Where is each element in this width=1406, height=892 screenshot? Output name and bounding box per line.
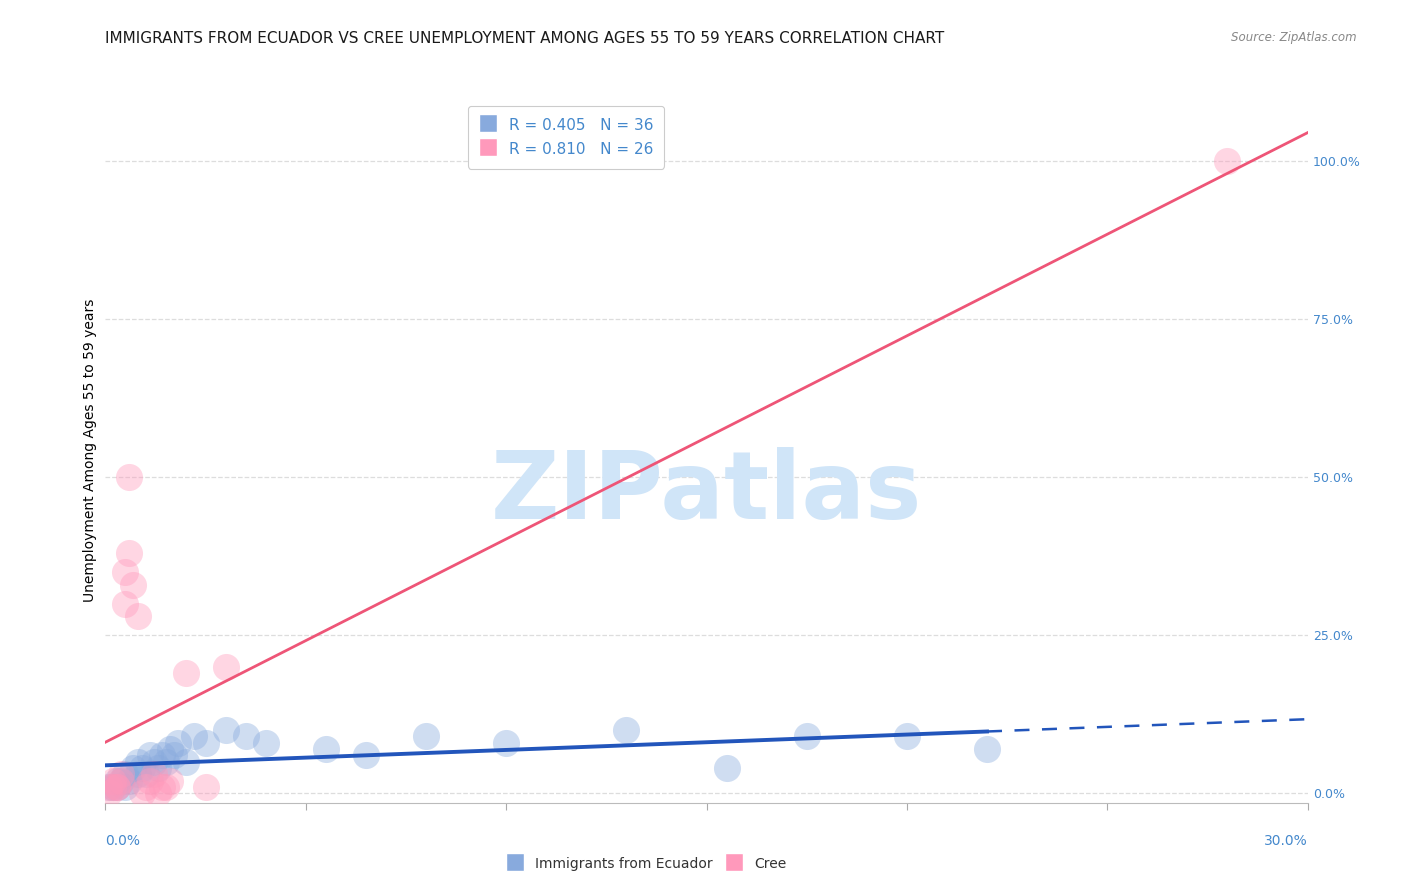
Point <box>110 773 132 788</box>
Point <box>150 780 173 794</box>
Text: 0.0%: 0.0% <box>105 834 141 848</box>
Point <box>118 773 141 788</box>
Point <box>174 755 197 769</box>
Point <box>1216 154 1239 169</box>
Text: Source: ZipAtlas.com: Source: ZipAtlas.com <box>1232 31 1357 45</box>
Point <box>142 767 165 781</box>
Point <box>138 748 160 763</box>
Point <box>796 730 818 744</box>
Point <box>107 780 129 794</box>
Point <box>155 780 177 794</box>
Point <box>103 780 125 794</box>
Point <box>166 736 188 750</box>
Point <box>183 730 205 744</box>
Point <box>415 730 437 744</box>
Point <box>118 470 141 484</box>
Y-axis label: Unemployment Among Ages 55 to 59 years: Unemployment Among Ages 55 to 59 years <box>83 299 97 602</box>
Text: ZIPatlas: ZIPatlas <box>491 447 922 539</box>
Point <box>150 748 173 763</box>
Point <box>315 742 337 756</box>
Text: IMMIGRANTS FROM ECUADOR VS CREE UNEMPLOYMENT AMONG AGES 55 TO 59 YEARS CORRELATI: IMMIGRANTS FROM ECUADOR VS CREE UNEMPLOY… <box>105 31 945 46</box>
Point <box>107 773 129 788</box>
Point <box>214 723 236 738</box>
Point <box>194 780 217 794</box>
Point <box>103 780 125 794</box>
Point <box>235 730 257 744</box>
Point <box>146 761 169 775</box>
Point <box>110 773 132 788</box>
Text: 30.0%: 30.0% <box>1264 834 1308 848</box>
Point <box>896 730 918 744</box>
Point <box>98 780 121 794</box>
Point <box>122 578 145 592</box>
Point <box>135 767 157 781</box>
Point <box>114 597 136 611</box>
Point <box>114 767 136 781</box>
Point <box>127 755 149 769</box>
Point <box>110 767 132 781</box>
Point <box>103 773 125 788</box>
Point <box>146 786 169 800</box>
Point <box>174 666 197 681</box>
Point <box>131 761 153 775</box>
Point <box>107 780 129 794</box>
Point <box>159 742 181 756</box>
Point <box>254 736 277 750</box>
Point <box>98 780 121 794</box>
Point <box>495 736 517 750</box>
Point <box>616 723 638 738</box>
Point <box>214 660 236 674</box>
Point <box>114 565 136 579</box>
Point <box>118 546 141 560</box>
Point <box>127 609 149 624</box>
Point <box>354 748 377 763</box>
Point <box>138 773 160 788</box>
Legend: Immigrants from Ecuador, Cree: Immigrants from Ecuador, Cree <box>501 850 792 877</box>
Point <box>716 761 738 775</box>
Point <box>155 755 177 769</box>
Point <box>162 748 184 763</box>
Point <box>114 780 136 794</box>
Point <box>142 755 165 769</box>
Point <box>976 742 998 756</box>
Point <box>127 767 149 781</box>
Point <box>122 761 145 775</box>
Point <box>131 786 153 800</box>
Point <box>135 780 157 794</box>
Point <box>98 786 121 800</box>
Point <box>194 736 217 750</box>
Point <box>107 780 129 794</box>
Point <box>159 773 181 788</box>
